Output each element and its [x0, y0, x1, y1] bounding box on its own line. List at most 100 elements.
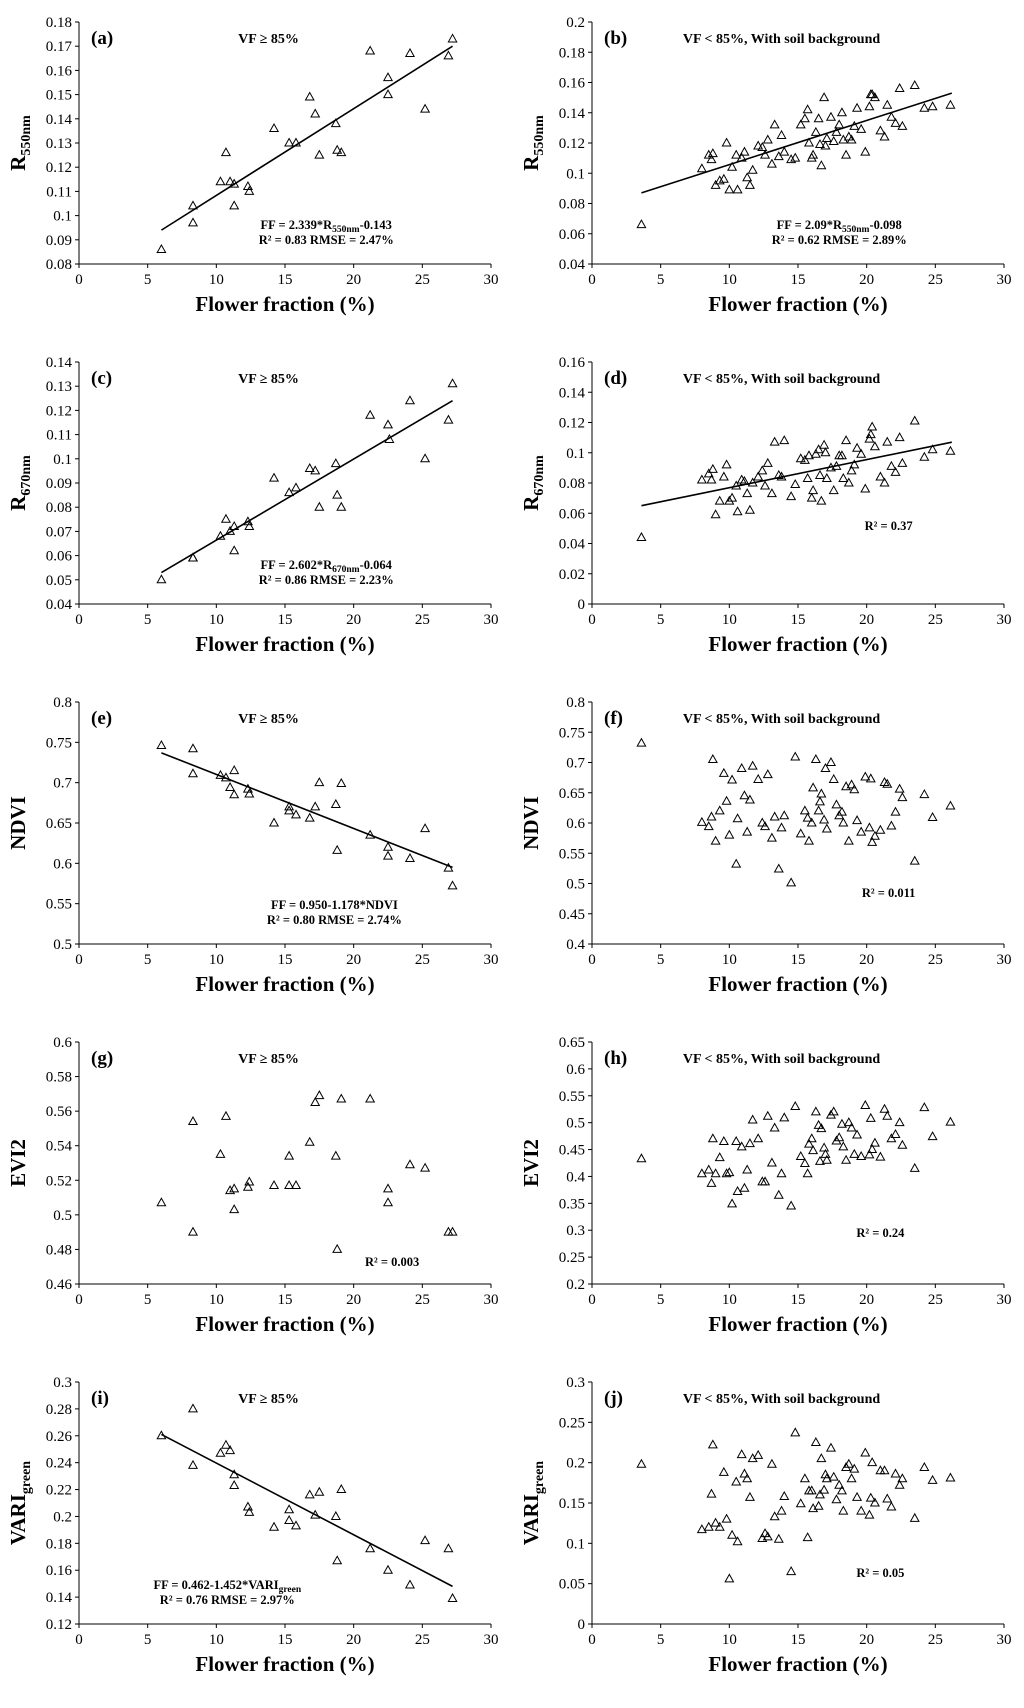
chart-b-point [790, 152, 801, 162]
chart-g-x-tick-label: 30 [484, 1292, 499, 1308]
chart-a-annotation-line: R² = 0.83 RMSE = 2.47% [259, 233, 394, 247]
chart-d-fit-line [641, 441, 952, 507]
chart-f-point [773, 863, 784, 873]
chart-b-x-axis-label: Flower fraction (%) [708, 292, 887, 316]
chart-j-point [886, 1501, 897, 1511]
chart-i-x-tick-label: 0 [75, 1632, 83, 1648]
chart-c-y-tick-label: 0.13 [46, 379, 72, 395]
chart-e-y-tick-label: 0.75 [46, 735, 72, 751]
chart-a-y-axis-label: R550nm [6, 115, 34, 171]
chart-f-y-tick-label: 0.75 [559, 725, 585, 741]
chart-f-point [856, 826, 867, 836]
chart-h-point [867, 1144, 878, 1154]
chart-e-x-tick-label: 15 [278, 952, 293, 968]
chart-e-fit-line [161, 752, 453, 869]
chart-b-point [820, 140, 831, 150]
chart-h-point [927, 1131, 938, 1141]
chart-a-point [290, 137, 302, 147]
chart-h-point [814, 1155, 826, 1165]
chart-j-y-tick-label: 0.2 [566, 1456, 585, 1472]
chart-a-point [229, 178, 240, 188]
chart-d-point [821, 472, 832, 482]
chart-b-point [865, 89, 876, 99]
chart-j-point [776, 1505, 787, 1515]
chart-i-x-axis-label: Flower fraction (%) [195, 1652, 374, 1676]
chart-d-point [927, 444, 938, 454]
chart-i-point [242, 1501, 253, 1511]
chart-b-point [773, 151, 784, 161]
chart-b-point [821, 132, 832, 142]
chart-b-point [897, 120, 908, 130]
chart-h-point [744, 1138, 755, 1148]
chart-h-point [721, 1168, 732, 1178]
chart-e-point [332, 844, 343, 854]
chart-c-y-tick-label: 0.04 [46, 597, 73, 613]
chart-h-x-tick-label: 15 [791, 1292, 806, 1308]
chart-d-point [803, 450, 815, 460]
chart-d-point [790, 478, 801, 489]
chart-j-point [828, 1471, 839, 1481]
chart-i-point [443, 1543, 454, 1553]
chart-a-y-tick-label: 0.11 [46, 184, 72, 200]
chart-a-y-tick-label: 0.09 [46, 233, 72, 249]
chart-f-point [718, 767, 729, 777]
chart-a-point [187, 200, 199, 210]
chart-d-point [806, 492, 817, 502]
chart-d-point [810, 448, 821, 458]
chart-d-point [852, 442, 863, 452]
chart-f-point [865, 773, 876, 783]
chart-b-point [802, 104, 813, 114]
chart-i-point [365, 1543, 376, 1553]
chart-f-x-tick-label: 0 [588, 952, 596, 968]
chart-a-x-axis-label: Flower fraction (%) [195, 292, 374, 316]
chart-j-x-tick-label: 15 [791, 1632, 806, 1648]
chart-h-point [718, 1135, 729, 1145]
chart-g-x-tick-label: 20 [346, 1292, 361, 1308]
chart-e-x-tick-label: 0 [75, 952, 83, 968]
chart-i-point [225, 1445, 236, 1455]
chart-j-x-tick-label: 5 [657, 1632, 665, 1648]
chart-c-y-axis-label: R670nm [6, 455, 34, 511]
chart-d-point [766, 488, 777, 498]
chart-e-y-tick-label: 0.65 [46, 816, 72, 832]
chart-j-x-tick-label: 10 [722, 1632, 737, 1648]
chart-e-point [336, 777, 347, 787]
chart-f-point [897, 792, 908, 802]
chart-d-point [836, 450, 847, 460]
chart-j-point [945, 1472, 956, 1482]
chart-f-x-tick-label: 25 [928, 952, 943, 968]
chart-j-point [865, 1492, 876, 1502]
chart-f-point [803, 835, 815, 845]
chart-h-annotation-line: R² = 0.24 [856, 1226, 905, 1240]
chart-h-point [810, 1106, 821, 1116]
chart-b-point [703, 149, 714, 159]
chart-f-point [776, 822, 787, 832]
chart-h-point [762, 1110, 773, 1120]
chart-c-point [384, 433, 395, 443]
chart-h-point [865, 1112, 876, 1122]
chart-i-point [330, 1510, 341, 1520]
chart-f-point [747, 760, 758, 770]
chart-e-y-tick-label: 0.7 [53, 776, 72, 792]
chart-h-point [707, 1133, 718, 1143]
chart-g-point [268, 1179, 280, 1189]
chart-b-point [810, 126, 821, 136]
chart-h-point [849, 1148, 860, 1158]
chart-j-point [769, 1511, 780, 1521]
chart-b-point [945, 99, 956, 109]
chart-j-point [860, 1447, 871, 1457]
chart-c-point [404, 395, 416, 405]
chart-g-point [365, 1093, 376, 1103]
chart-g-x-tick-label: 25 [415, 1292, 430, 1308]
chart-h-x-tick-label: 5 [657, 1292, 665, 1308]
chart-f-point [736, 763, 747, 773]
chart-e-point [382, 841, 394, 851]
chart-g-title: VF ≥ 85% [238, 1052, 299, 1067]
chart-d-x-tick-label: 25 [928, 612, 943, 628]
chart-d-point [696, 474, 707, 484]
chart-a-point [330, 118, 341, 128]
chart-h-point [736, 1141, 747, 1151]
chart-b-point [732, 184, 743, 194]
chart-g-point [284, 1150, 295, 1160]
chart-c-y-tick-label: 0.06 [46, 549, 73, 565]
